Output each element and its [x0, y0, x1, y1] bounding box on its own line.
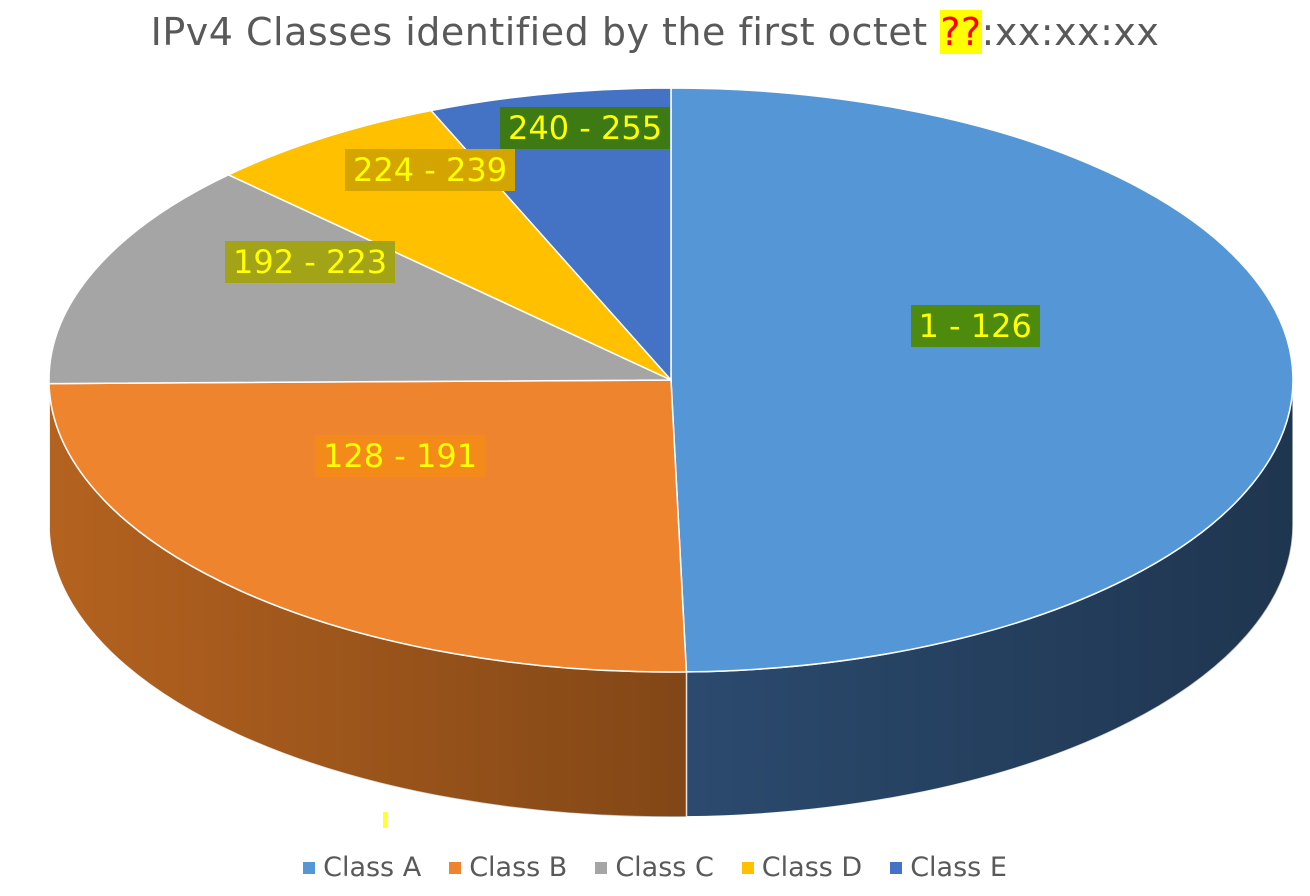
legend-swatch-class-d — [741, 861, 754, 874]
pie-sides — [48, 379, 1294, 818]
cursor-mark — [383, 812, 387, 828]
legend-item-class-a: Class A — [303, 852, 421, 883]
legend-swatch-class-c — [595, 861, 608, 874]
chart-title-highlight: ?? — [940, 10, 982, 54]
pie-slice-class-b — [48, 379, 688, 673]
legend-label-class-b: Class B — [469, 852, 568, 883]
legend-item-class-b: Class B — [449, 852, 567, 883]
legend-label-class-d: Class D — [761, 852, 863, 883]
legend-item-class-d: Class D — [741, 852, 863, 883]
data-label-class-c: 192 - 223 — [225, 241, 396, 283]
legend-swatch-class-e — [890, 861, 903, 874]
data-label-class-a: 1 - 126 — [910, 305, 1040, 347]
pie-tops — [48, 87, 1294, 673]
legend: Class A Class B Class C Class D Class E — [0, 852, 1310, 883]
legend-item-class-c: Class C — [595, 852, 714, 883]
pie-slice-class-d — [226, 109, 672, 381]
legend-swatch-class-b — [449, 861, 462, 874]
legend-label-class-a: Class A — [323, 852, 422, 883]
legend-swatch-class-a — [303, 861, 316, 874]
data-label-class-b: 128 - 191 — [315, 435, 486, 477]
data-label-class-d: 224 - 239 — [345, 149, 516, 191]
legend-label-class-c: Class C — [615, 852, 714, 883]
legend-item-class-e: Class E — [890, 852, 1007, 883]
legend-label-class-e: Class E — [910, 852, 1007, 883]
pie-slice-class-a — [670, 87, 1294, 673]
chart-title-prefix: IPv4 Classes identified by the first oct… — [150, 10, 941, 54]
chart-title-suffix: :xx:xx:xx — [981, 10, 1160, 54]
chart-title: IPv4 Classes identified by the first oct… — [0, 10, 1310, 54]
pie-side-shade-class-b — [49, 383, 687, 817]
data-label-class-e: 240 - 255 — [500, 107, 671, 149]
pie-side-shade-class-a — [686, 380, 1293, 817]
